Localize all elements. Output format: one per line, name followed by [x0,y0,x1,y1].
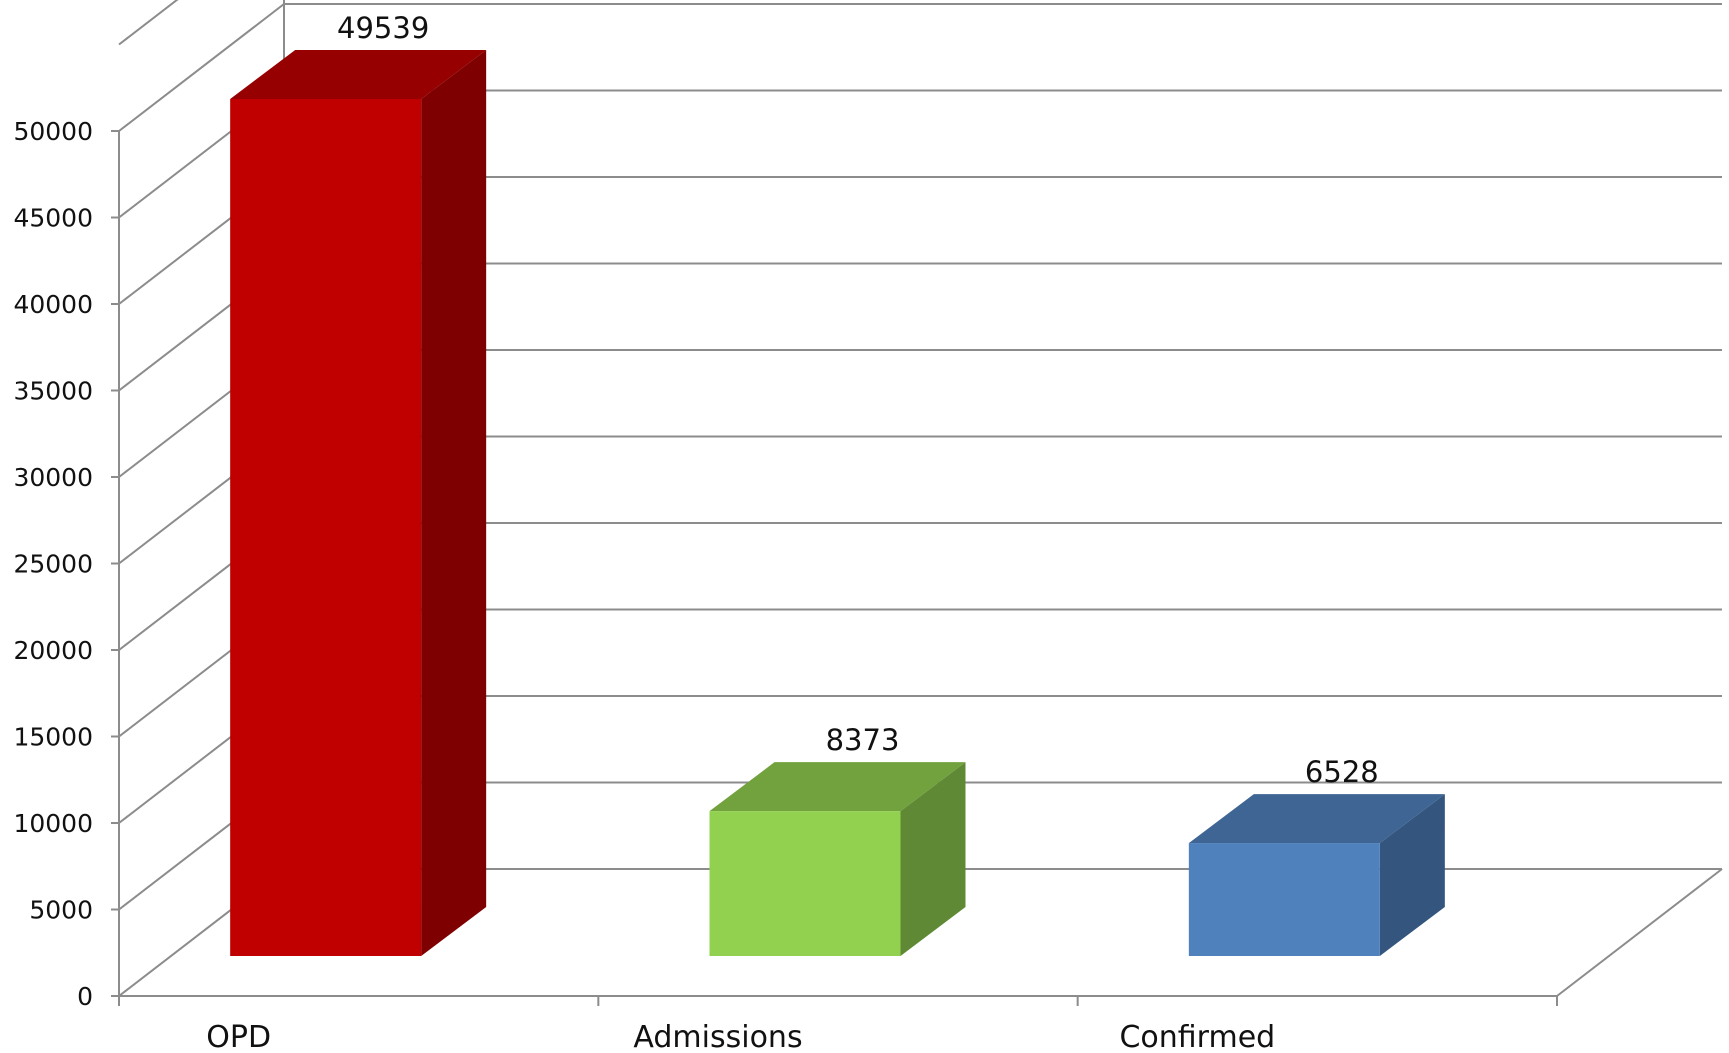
bar-side [900,762,966,956]
data-label: 49539 [337,11,429,45]
y-tick-label: 5000 [29,896,93,925]
data-label: 8373 [826,723,900,757]
side-gridline [118,3,285,132]
data-label: 6528 [1305,755,1379,789]
labels: 0 5000 10000 15000 20000 25000 30000 35000 40000… [13,11,1378,1053]
bars [230,49,1445,957]
bar [230,98,422,957]
y-tick-label: 45000 [13,204,93,233]
side-gridline [118,0,179,46]
y-tick-label: 30000 [13,463,93,492]
bar-side [1379,794,1445,956]
y-tick-label: 25000 [13,550,93,579]
y-tick-label: 0 [77,982,93,1011]
floor-right-edge [1556,868,1723,997]
bar-side [421,49,487,957]
x-category-label: OPD [206,1020,271,1053]
bar [1188,843,1380,956]
y-tick-label: 35000 [13,377,93,406]
bar [709,811,901,956]
y-tick-label: 15000 [13,723,93,752]
y-tick-label: 20000 [13,636,93,665]
bar-top [230,49,487,99]
x-category-label: Confirmed [1119,1020,1275,1053]
y-tick-label: 50000 [13,117,93,146]
y-tick-label: 40000 [13,290,93,319]
x-category-label: Admissions [633,1020,802,1053]
gridlines [118,0,1722,997]
bar-top [709,762,966,812]
y-tick-label: 10000 [13,809,93,838]
bar-top [1188,794,1445,844]
